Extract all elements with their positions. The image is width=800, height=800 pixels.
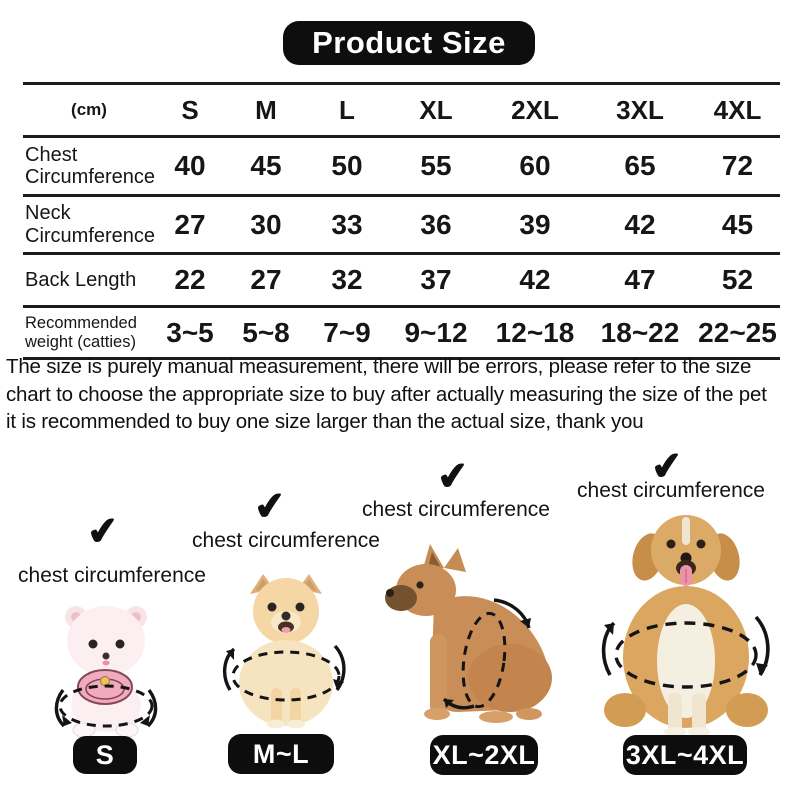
cell-back-m: 27 (250, 264, 282, 295)
cell-weight-2xl: 12~18 (495, 316, 575, 348)
row-label-chest: Chest Circumference (25, 143, 156, 188)
cell-neck-3xl: 42 (624, 208, 656, 240)
checkmark-icon: ✔ (435, 453, 472, 500)
unit-label: (cm) (71, 100, 107, 119)
table-row-weight: Recommended weight (catties) 3~5 5~8 7~9… (23, 306, 780, 359)
chest-circumference-label: chest circumference (192, 529, 380, 552)
col-header-3xl: 3XL (616, 94, 664, 125)
measurement-ellipse (54, 684, 158, 728)
disclaimer-text: The size is purely manual measurement, t… (6, 353, 798, 436)
size-badge-label: S (95, 739, 115, 770)
checkmark-icon: ✔ (85, 508, 122, 555)
row-label-weight: Recommended weight (catties) (25, 313, 137, 351)
disclaimer-line-2: chart to choose the appropriate size to … (6, 382, 767, 406)
measurement-ellipse (222, 644, 346, 702)
cell-neck-m: 30 (250, 208, 282, 240)
cell-chest-2xl: 60 (519, 150, 551, 181)
size-badge-s: S (73, 736, 137, 774)
page-title: Product Size (312, 25, 506, 60)
size-badge-m-l: M~L (228, 734, 334, 774)
cell-neck-2xl: 39 (519, 208, 551, 240)
col-header-xl: XL (419, 94, 453, 125)
dog-photo-cream-pomeranian (222, 574, 346, 728)
cell-weight-4xl: 22~25 (698, 316, 777, 348)
col-header-m: M (255, 94, 277, 125)
col-header-l: L (339, 94, 355, 125)
cell-back-4xl: 52 (721, 264, 754, 295)
measurement-ellipse (601, 615, 770, 689)
size-badge-label: 3XL~4XL (625, 739, 745, 770)
dog-photo-white-pomeranian-puppy (54, 606, 158, 738)
table-row-chest: Chest Circumference 40 45 50 55 60 65 72 (23, 136, 780, 196)
cell-weight-s: 3~5 (166, 316, 214, 348)
measurement-ellipse (442, 598, 531, 710)
table-header-row: (cm) S M L XL 2XL 3XL 4XL (23, 83, 780, 137)
cell-chest-3xl: 65 (624, 150, 656, 181)
checkmark-icon: ✔ (252, 483, 289, 530)
disclaimer-line-3: it is recommended to buy one size larger… (6, 410, 644, 433)
title-badge: Product Size (283, 21, 535, 65)
cell-weight-3xl: 18~22 (600, 316, 680, 348)
size-badge-3xl-4xl: 3XL~4XL (623, 735, 747, 775)
cell-back-s: 22 (174, 264, 206, 295)
cell-chest-s: 40 (174, 150, 206, 181)
cell-neck-4xl: 45 (721, 208, 754, 240)
cell-neck-xl: 36 (420, 208, 452, 240)
col-header-4xl: 4XL (713, 94, 762, 125)
cell-weight-m: 5~8 (242, 316, 290, 348)
cell-chest-m: 45 (250, 150, 282, 181)
row-label-back-length: Back Length (25, 268, 137, 291)
table-row-neck: Neck Circumference 27 30 33 36 39 42 45 (23, 195, 780, 254)
cell-weight-xl: 9~12 (404, 316, 468, 348)
dog-photo-tan-french-bulldog (385, 544, 552, 723)
cell-back-l: 32 (331, 264, 363, 295)
size-table: (cm) S M L XL 2XL 3XL 4XL Chest Circumfe… (23, 82, 780, 360)
col-header-2xl: 2XL (511, 94, 559, 125)
dog-photo-golden-retriever (601, 515, 770, 737)
cell-chest-xl: 55 (420, 150, 452, 181)
table-row-back-length: Back Length 22 27 32 37 42 47 52 (23, 253, 780, 307)
size-badge-label: M~L (252, 738, 310, 769)
col-header-s: S (181, 94, 199, 125)
row-label-neck: Neck Circumference (25, 202, 156, 247)
cell-back-3xl: 47 (624, 264, 656, 295)
size-badge-label: XL~2XL (432, 739, 536, 770)
cell-weight-l: 7~9 (323, 316, 371, 348)
chest-circumference-label: chest circumference (18, 564, 206, 587)
chest-circumference-label: chest circumference (577, 479, 765, 502)
cell-back-xl: 37 (420, 264, 452, 295)
cell-neck-s: 27 (174, 208, 206, 240)
chest-circumference-label: chest circumference (362, 498, 550, 521)
size-badge-xl-2xl: XL~2XL (430, 735, 538, 775)
cell-back-2xl: 42 (519, 264, 551, 295)
cell-chest-l: 50 (331, 150, 363, 181)
cell-chest-4xl: 72 (721, 150, 754, 181)
disclaimer-line-1: The size is purely manual measurement, t… (6, 355, 752, 378)
cell-neck-l: 33 (331, 208, 363, 240)
